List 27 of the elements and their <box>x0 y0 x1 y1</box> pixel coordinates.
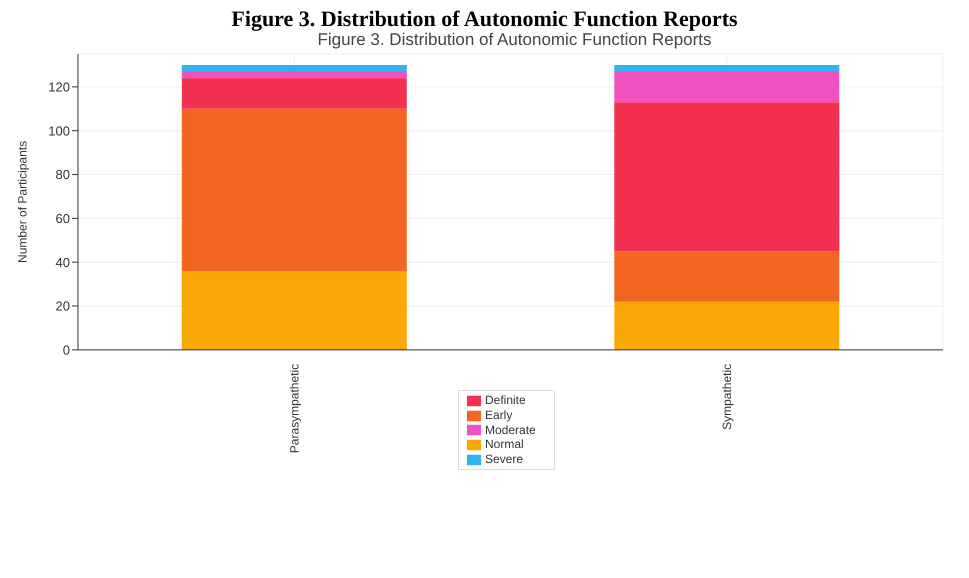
bar <box>614 302 840 350</box>
bar <box>614 102 840 252</box>
y-tick-label: 100 <box>48 123 70 138</box>
y-axis-title: Number of Participants <box>15 140 30 263</box>
chart-title: Figure 3. Distribution of Autonomic Function Reports <box>230 6 739 31</box>
bar <box>182 72 407 78</box>
legend-label: Severe <box>485 452 524 466</box>
legend-label: Normal <box>485 437 524 452</box>
legend-label: Early <box>485 408 512 422</box>
bar <box>182 108 407 271</box>
y-tick-label: 0 <box>62 342 70 358</box>
bar <box>182 270 407 350</box>
bar <box>182 64 407 72</box>
y-tick-label: 120 <box>48 79 70 94</box>
legend-label: Definite <box>485 393 526 407</box>
x-tick-label: Sympathetic <box>720 364 734 430</box>
bar <box>614 251 840 302</box>
chart-subtitle: Figure 3. Distribution of Autonomic Function Reports <box>316 30 712 50</box>
bar <box>614 72 840 102</box>
y-tick-label: 40 <box>56 254 70 270</box>
legend-label: Moderate <box>485 422 536 437</box>
y-tick-label: 20 <box>56 298 70 314</box>
bar <box>614 64 840 72</box>
y-tick-label: 60 <box>56 210 70 226</box>
y-tick-label: 80 <box>56 167 70 182</box>
x-tick-label: Parasympathetic <box>287 364 302 454</box>
bar <box>182 78 407 109</box>
